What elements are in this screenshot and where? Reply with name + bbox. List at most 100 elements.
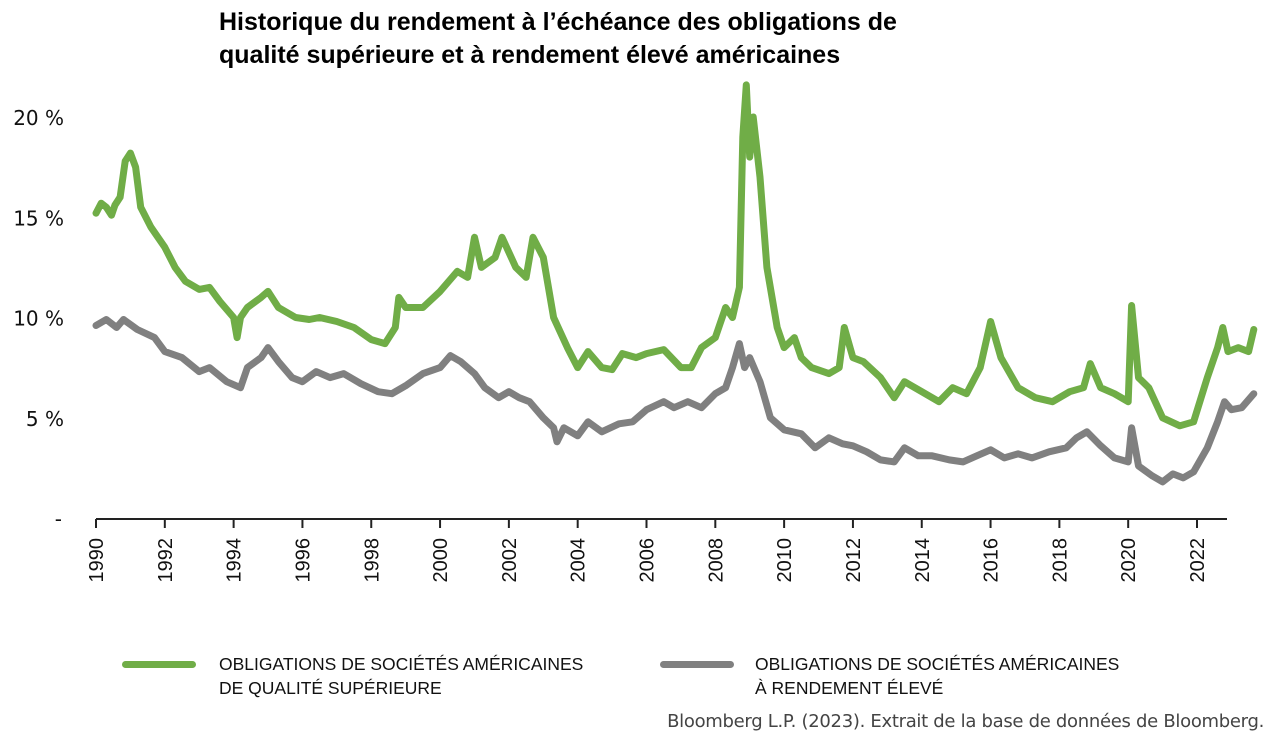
legend-item-investment-grade: OBLIGATIONS DE SOCIÉTÉS AMÉRICAINES DE Q…: [219, 652, 583, 700]
data-point-high-yield: [827, 436, 831, 440]
data-point-investment-grade: [1221, 326, 1225, 329]
data-point-investment-grade: [134, 165, 138, 169]
data-point-investment-grade: [662, 348, 666, 352]
data-point-high-yield: [672, 406, 676, 410]
data-point-high-yield: [1192, 470, 1196, 474]
data-point-high-yield: [989, 448, 993, 452]
data-point-investment-grade: [1178, 424, 1182, 428]
x-tick-label: 2000: [430, 538, 452, 583]
data-point-investment-grade: [758, 175, 762, 179]
data-point-high-yield: [135, 328, 139, 331]
data-point-investment-grade: [937, 400, 941, 404]
data-point-high-yield: [865, 450, 869, 454]
data-point-high-yield: [276, 360, 280, 364]
x-tick-label: 1990: [86, 538, 108, 583]
data-point-high-yield: [459, 360, 463, 364]
legend-swatch-investment-grade: [122, 661, 196, 668]
data-point-investment-grade: [397, 295, 401, 299]
data-point-investment-grade: [879, 376, 882, 380]
data-point-high-yield: [713, 392, 717, 396]
data-point-investment-grade: [383, 342, 387, 346]
data-point-high-yield: [555, 440, 559, 444]
x-tick-label: 2010: [774, 538, 796, 583]
x-tick-label: 2006: [637, 538, 659, 583]
data-point-high-yield: [390, 392, 394, 396]
data-point-investment-grade: [294, 316, 298, 319]
data-point-high-yield: [163, 350, 167, 354]
data-point-high-yield: [180, 356, 184, 360]
data-point-high-yield: [552, 426, 556, 430]
data-point-high-yield: [916, 454, 920, 458]
data-point-high-yield: [507, 390, 511, 394]
data-point-investment-grade: [318, 316, 322, 319]
data-point-investment-grade: [634, 356, 638, 360]
data-point-investment-grade: [741, 135, 745, 139]
data-point-investment-grade: [149, 225, 153, 229]
data-point-investment-grade: [369, 338, 373, 342]
data-point-high-yield: [892, 460, 896, 464]
legend-label-line-1: OBLIGATIONS DE SOCIÉTÉS AMÉRICAINES: [755, 654, 1120, 674]
data-point-high-yield: [448, 354, 452, 358]
data-point-investment-grade: [610, 368, 614, 372]
data-point-investment-grade: [393, 326, 397, 329]
data-point-high-yield: [1216, 420, 1220, 424]
data-point-investment-grade: [1112, 392, 1116, 396]
legend-item-high-yield: OBLIGATIONS DE SOCIÉTÉS AMÉRICAINES À RE…: [755, 652, 1119, 700]
data-point-high-yield: [1181, 476, 1185, 480]
data-point-high-yield: [328, 376, 332, 380]
data-point-high-yield: [1229, 408, 1233, 412]
data-point-high-yield: [1161, 480, 1165, 484]
data-point-high-yield: [541, 416, 545, 420]
data-point-high-yield: [1130, 426, 1134, 430]
data-point-high-yield: [483, 386, 487, 390]
data-point-high-yield: [813, 446, 817, 450]
data-point-investment-grade: [118, 195, 122, 199]
data-point-investment-grade: [827, 372, 831, 376]
data-point-investment-grade: [128, 151, 132, 155]
data-point-high-yield: [359, 382, 363, 386]
data-point-high-yield: [104, 318, 108, 321]
data-point-investment-grade: [586, 350, 590, 354]
data-point-high-yield: [94, 324, 98, 327]
data-point-investment-grade: [352, 326, 356, 329]
data-point-investment-grade: [700, 346, 703, 350]
data-point-high-yield: [245, 366, 249, 370]
data-point-investment-grade: [1099, 386, 1103, 390]
data-point-investment-grade: [197, 287, 201, 291]
data-point-investment-grade: [810, 366, 814, 370]
x-tick-label: 2008: [705, 538, 727, 583]
data-point-investment-grade: [500, 235, 504, 239]
data-point-investment-grade: [104, 205, 108, 209]
x-tick-label: 2012: [843, 538, 865, 583]
x-tick-label: 1994: [224, 538, 246, 583]
data-point-high-yield: [700, 406, 703, 410]
x-tick-label: 2002: [499, 538, 521, 583]
data-point-investment-grade: [978, 366, 982, 370]
data-point-high-yield: [617, 422, 621, 426]
data-point-high-yield: [748, 356, 752, 360]
data-point-investment-grade: [861, 360, 865, 364]
data-point-high-yield: [975, 454, 979, 458]
x-tick-label: 2016: [981, 538, 1003, 583]
data-point-high-yield: [197, 370, 201, 374]
data-point-investment-grade: [1247, 350, 1251, 354]
y-tick-label: 5 %: [26, 407, 64, 431]
data-point-investment-grade: [679, 366, 683, 370]
data-point-investment-grade: [1126, 400, 1130, 404]
data-point-high-yield: [731, 366, 734, 370]
data-point-investment-grade: [792, 336, 796, 340]
data-point-high-yield: [961, 460, 965, 464]
x-tick-label: 2004: [568, 538, 590, 583]
data-point-investment-grade: [765, 265, 769, 269]
data-point-high-yield: [517, 396, 521, 400]
data-point-investment-grade: [1161, 416, 1165, 420]
chart-title-line-1: Historique du rendement à l’échéance des…: [219, 8, 897, 36]
data-point-investment-grade: [94, 211, 98, 215]
data-point-investment-grade: [235, 336, 239, 340]
data-point-investment-grade: [748, 155, 752, 159]
data-point-high-yield: [1112, 456, 1116, 460]
line-chart: 20 % 15 % 10 % 5 % - 1990 1992 1994 1996 1998 200…: [13, 81, 1258, 583]
data-point-investment-grade: [1033, 396, 1037, 400]
data-point-high-yield: [300, 380, 304, 384]
data-point-high-yield: [1126, 460, 1130, 464]
